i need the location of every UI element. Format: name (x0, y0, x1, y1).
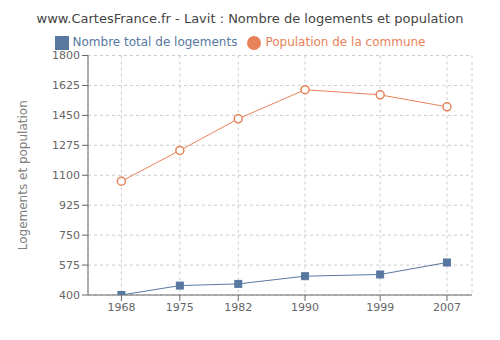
svg-text:1999: 1999 (366, 301, 394, 314)
svg-text:1450: 1450 (52, 109, 80, 122)
svg-text:Logements et population: Logements et population (16, 100, 30, 250)
svg-text:1990: 1990 (291, 301, 319, 314)
svg-text:1800: 1800 (52, 49, 80, 62)
svg-text:1975: 1975 (166, 301, 194, 314)
svg-text:1968: 1968 (107, 301, 135, 314)
svg-text:1275: 1275 (52, 139, 80, 152)
svg-text:400: 400 (59, 289, 80, 302)
html-text:www.CartesFrance.fr - Lavit :: www.CartesFrance.fr - Lavit : Nombre de … (36, 11, 464, 26)
svg-text:575: 575 (59, 259, 80, 272)
svg-text:1100: 1100 (52, 169, 80, 182)
html-text:Nombre total de logements: Nombre total de logements (72, 35, 238, 49)
html-text:Population de la commune: Population de la commune (265, 35, 426, 49)
svg-text:750: 750 (59, 229, 80, 242)
svg-text:2007: 2007 (433, 301, 461, 314)
svg-text:925: 925 (59, 199, 80, 212)
svg-text:1625: 1625 (52, 79, 80, 92)
svg-text:1982: 1982 (224, 301, 252, 314)
